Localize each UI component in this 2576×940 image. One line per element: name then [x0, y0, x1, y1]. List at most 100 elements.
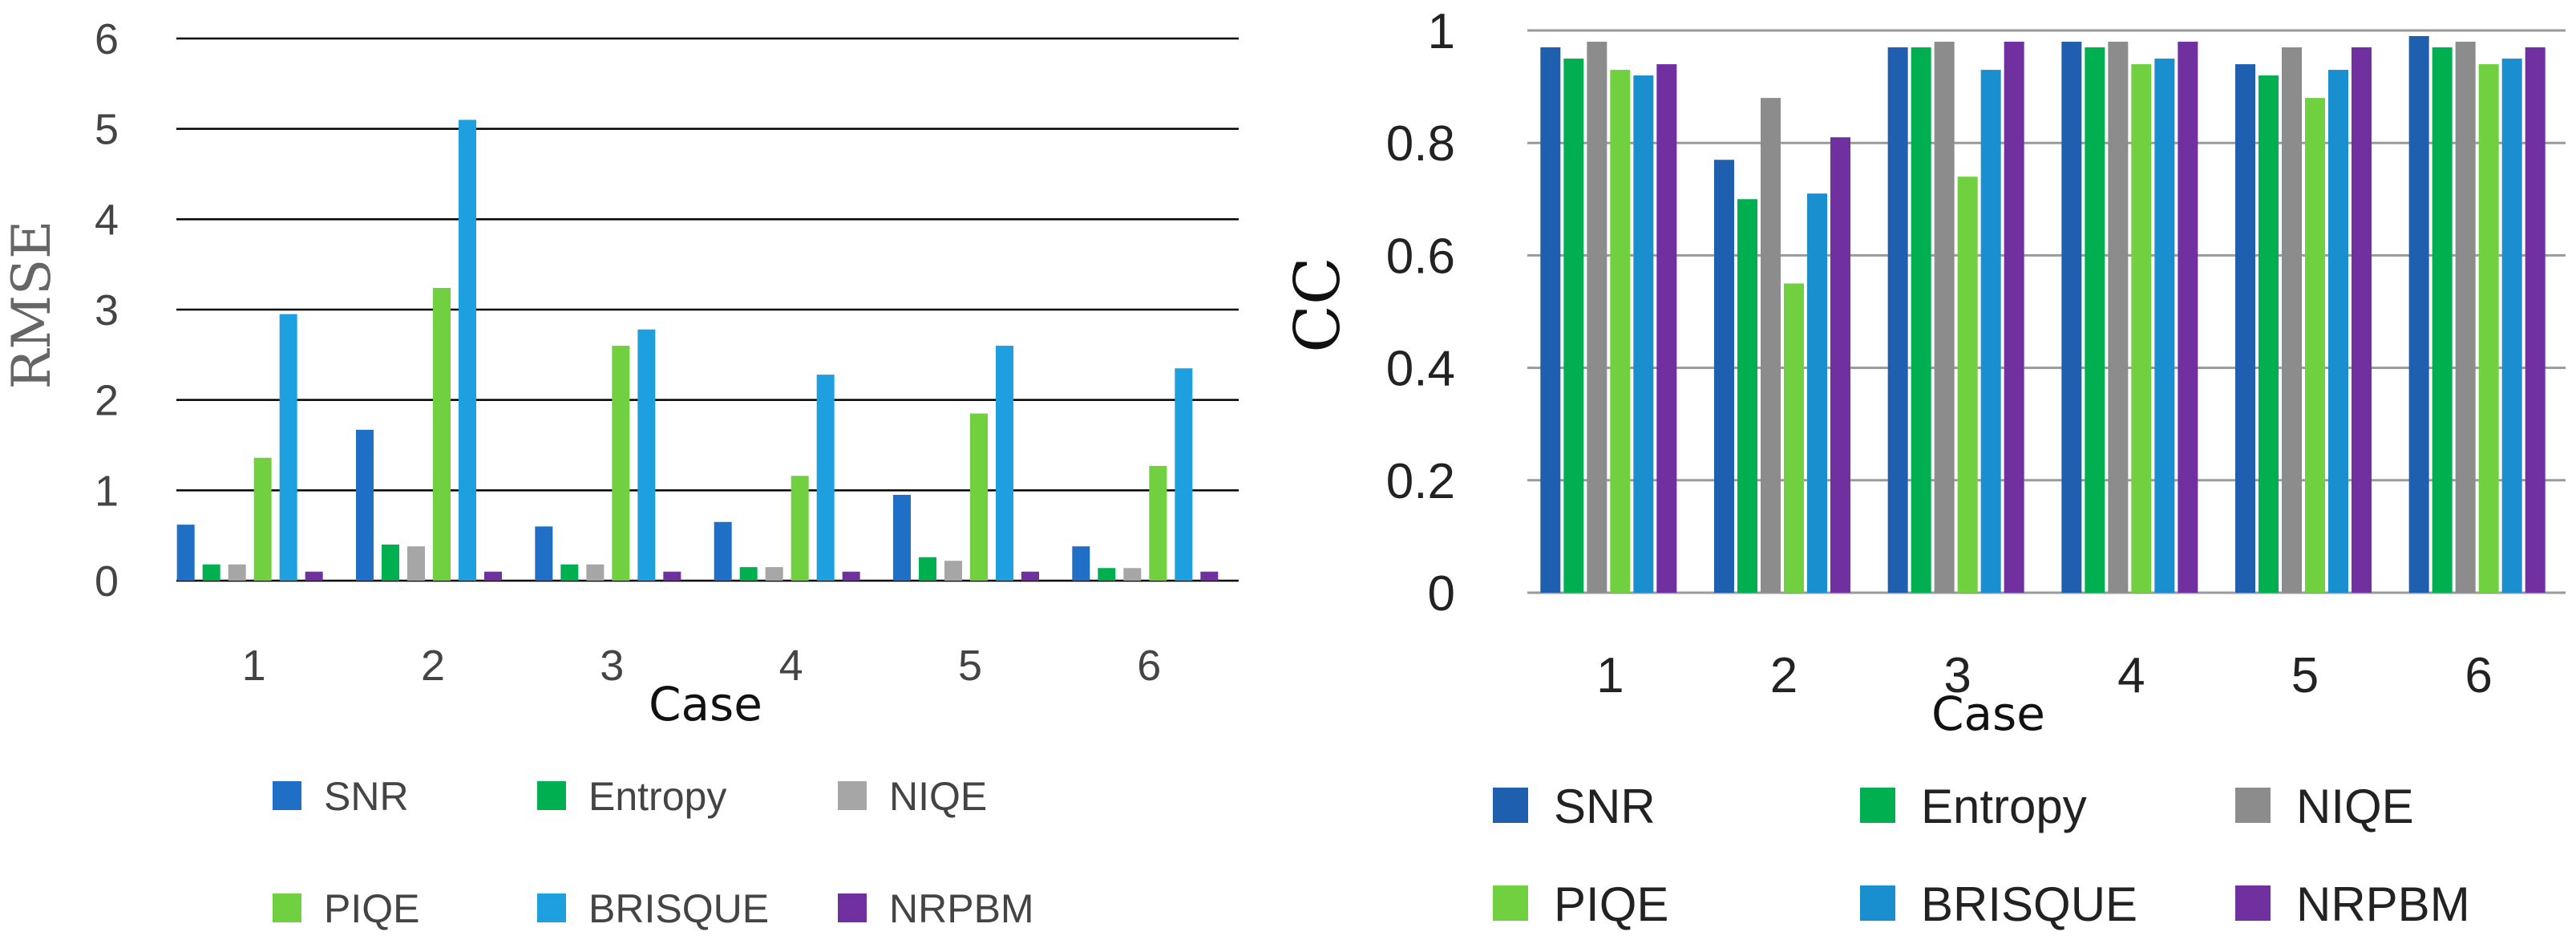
rmse-bar-nrpbm-case-2: [484, 571, 502, 581]
rmse-bar-piqe-case-2: [433, 287, 451, 581]
cc-bar-nrpbm-case-4: [2178, 42, 2198, 593]
cc-y-tick-label: 0: [1428, 566, 1455, 622]
cc-bar-nrpbm-case-3: [2004, 42, 2024, 593]
rmse-bar-niqe-case-6: [1123, 568, 1142, 581]
cc-x-tick-label: 3: [1943, 648, 1971, 703]
rmse-bar-snr-case-6: [1072, 546, 1090, 581]
cc-bar-piqe-case-6: [2478, 64, 2499, 593]
rmse-x-tick-label: 3: [600, 642, 624, 690]
cc-bar-brisque-case-1: [1633, 75, 1654, 593]
cc-y-axis-label: CC: [1282, 257, 1354, 352]
rmse-bar-brisque-case-3: [637, 329, 656, 581]
cc-bar-niqe-case-1: [1587, 42, 1607, 593]
cc-bar-nrpbm-case-2: [1830, 137, 1850, 593]
rmse-x-tick-label: 2: [421, 642, 445, 690]
cc-bar-piqe-case-1: [1610, 70, 1631, 593]
cc-bar-piqe-case-3: [1957, 176, 1978, 593]
rmse-bar-snr-case-2: [356, 429, 374, 581]
cc-bar-niqe-case-4: [2108, 42, 2129, 593]
cc-legend-swatch-nrpbm: [2235, 885, 2271, 921]
cc-bar-piqe-case-5: [2305, 98, 2325, 594]
rmse-legend-label-nrpbm: NRPBM: [889, 886, 1034, 931]
rmse-bar-niqe-case-4: [765, 567, 783, 581]
rmse-bar-nrpbm-case-5: [1021, 571, 1039, 581]
rmse-bar-brisque-case-5: [996, 346, 1013, 581]
cc-x-tick-label: 6: [2465, 648, 2492, 703]
rmse-bar-niqe-case-3: [586, 564, 605, 581]
cc-bar-snr-case-3: [1887, 47, 1908, 593]
rmse-bar-entropy-case-2: [382, 544, 399, 581]
rmse-x-tick-label: 1: [242, 642, 266, 690]
cc-x-tick-label: 1: [1596, 648, 1624, 703]
cc-legend-label-nrpbm: NRPBM: [2296, 877, 2470, 931]
rmse-bar-entropy-case-4: [739, 567, 758, 581]
cc-bar-brisque-case-3: [1980, 70, 2001, 593]
cc-y-tick-label: 1: [1428, 4, 1455, 59]
rmse-y-tick-label: 2: [95, 377, 119, 425]
cc-y-tick-label: 0.8: [1386, 116, 1455, 172]
cc-bar-snr-case-2: [1714, 160, 1734, 594]
rmse-y-axis-label: RMSE: [1, 221, 63, 390]
cc-bar-entropy-case-6: [2432, 47, 2453, 593]
rmse-bar-entropy-case-6: [1098, 568, 1116, 581]
cc-x-tick-label: 4: [2117, 648, 2145, 703]
rmse-x-tick-label: 4: [779, 642, 803, 690]
rmse-y-tick-label: 5: [95, 106, 119, 154]
cc-legend-label-piqe: PIQE: [1554, 877, 1668, 931]
rmse-bar-brisque-case-6: [1175, 368, 1193, 581]
cc-bar-snr-case-1: [1540, 47, 1561, 593]
cc-legend-swatch-niqe: [2235, 788, 2271, 823]
rmse-bar-brisque-case-4: [816, 375, 835, 581]
rmse-legend-label-snr: SNR: [324, 774, 409, 819]
rmse-bar-snr-case-5: [893, 494, 911, 581]
cc-bar-entropy-case-2: [1737, 199, 1757, 594]
cc-bar-niqe-case-2: [1761, 98, 1781, 594]
rmse-bar-nrpbm-case-6: [1200, 571, 1219, 581]
rmse-bar-entropy-case-3: [560, 564, 579, 581]
rmse-x-tick-label: 5: [958, 642, 982, 690]
rmse-bar-brisque-case-2: [459, 120, 476, 581]
rmse-bar-brisque-case-1: [279, 314, 297, 581]
rmse-bar-piqe-case-4: [791, 476, 809, 581]
rmse-legend-label-entropy: Entropy: [588, 774, 726, 819]
rmse-bar-piqe-case-5: [970, 413, 988, 581]
cc-legend-swatch-brisque: [1860, 885, 1895, 921]
rmse-bar-niqe-case-2: [407, 546, 425, 581]
rmse-legend-swatch-snr: [273, 781, 301, 810]
rmse-bar-nrpbm-case-3: [663, 571, 681, 581]
rmse-legend-label-niqe: NIQE: [889, 774, 987, 819]
rmse-bar-niqe-case-1: [228, 564, 246, 581]
cc-bar-snr-case-5: [2235, 64, 2255, 593]
rmse-bar-snr-case-3: [535, 526, 553, 581]
rmse-x-axis-label: Case: [649, 677, 762, 731]
rmse-bar-snr-case-4: [714, 521, 732, 581]
cc-bar-piqe-case-4: [2131, 64, 2152, 593]
rmse-bar-entropy-case-5: [919, 557, 936, 581]
cc-legend-swatch-snr: [1493, 788, 1528, 823]
cc-bar-entropy-case-5: [2259, 75, 2279, 593]
cc-y-tick-label: 0.6: [1386, 229, 1455, 284]
rmse-bar-nrpbm-case-4: [842, 571, 860, 581]
cc-bar-snr-case-4: [2061, 42, 2082, 593]
rmse-y-tick-label: 1: [95, 467, 119, 515]
cc-legend-label-niqe: NIQE: [2296, 780, 2414, 833]
rmse-legend-swatch-nrpbm: [838, 893, 867, 922]
cc-bar-nrpbm-case-1: [1656, 64, 1677, 593]
cc-bar-brisque-case-4: [2154, 59, 2175, 594]
cc-y-tick-label: 0.4: [1386, 342, 1455, 397]
rmse-bar-piqe-case-6: [1149, 465, 1167, 581]
cc-bar-niqe-case-3: [1934, 42, 1955, 593]
rmse-y-tick-label: 3: [95, 286, 119, 334]
cc-legend-label-brisque: BRISQUE: [1921, 877, 2137, 931]
cc-bar-niqe-case-6: [2455, 42, 2476, 593]
cc-bar-entropy-case-1: [1563, 59, 1584, 594]
cc-bar-brisque-case-6: [2501, 59, 2522, 594]
rmse-y-tick-label: 4: [95, 196, 119, 244]
rmse-x-tick-label: 6: [1137, 642, 1161, 690]
rmse-bar-snr-case-1: [176, 525, 195, 581]
cc-bar-nrpbm-case-5: [2352, 47, 2372, 593]
cc-bar-piqe-case-2: [1784, 283, 1804, 593]
rmse-legend-swatch-brisque: [537, 893, 566, 922]
cc-bar-niqe-case-5: [2282, 47, 2302, 593]
cc-bar-brisque-case-5: [2328, 70, 2348, 593]
